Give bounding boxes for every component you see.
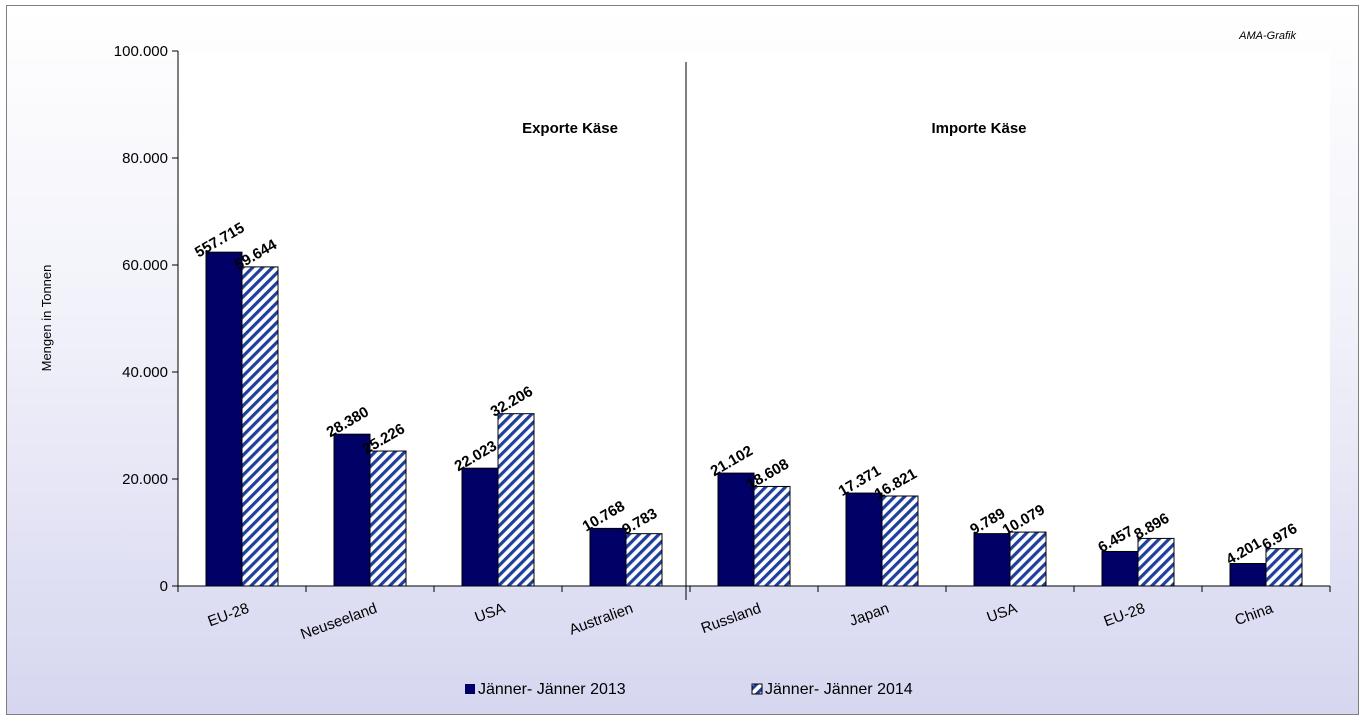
category-label: China [1233,600,1276,630]
y-tick-label: 40.000 [122,364,168,381]
bar-2014 [1265,548,1303,587]
legend-swatch-2014 [751,683,763,695]
bar-2013 [973,533,1011,587]
bar-chart: 0 20.000 40.000 60.000 80.000 100.000 Exporte … [39,30,1331,698]
category-label: Russland [699,600,764,637]
bar-2014 [881,495,919,587]
bar-2013 [589,527,627,587]
bar-2014 [625,533,663,587]
y-tick-label: 0 [160,578,168,595]
y-tick-label: 100.000 [114,43,168,60]
bar-2014 [1009,531,1047,587]
legend-label-2013: Jänner- Jänner 2013 [478,681,626,698]
category-label: EU-28 [1102,600,1148,631]
category-label: USA [473,600,508,627]
category-label: Neuseeland [298,600,379,643]
bar-2014 [753,485,791,587]
bar-2013 [717,472,755,587]
bar-2013 [845,492,883,587]
category-label: EU-28 [206,600,252,631]
y-tick-label: 20.000 [122,471,168,488]
bar-2013 [1101,550,1139,587]
bar-2013 [461,467,499,587]
legend-swatch-2013 [465,684,475,694]
bar-2013 [1229,563,1267,587]
section-title-imports: Importe Käse [931,120,1026,137]
chart-frame: 0 20.000 40.000 60.000 80.000 100.000 Exporte … [6,5,1359,715]
y-tick-label: 80.000 [122,150,168,167]
credit-text: AMA-Grafik [1238,30,1296,42]
bar-2013 [205,251,243,587]
category-label: USA [985,600,1020,627]
bar-2014 [1137,537,1175,587]
category-label: Japan [847,600,891,630]
legend-label-2014: Jänner- Jänner 2014 [765,681,913,698]
bar-2014 [497,413,535,587]
y-axis-label: Mengen in Tonnen [39,265,54,372]
legend: Jänner- Jänner 2013 Jänner- Jänner 2014 [465,681,913,698]
bar-2013 [333,433,371,587]
bar-2014 [241,266,279,587]
bar-2014 [369,450,407,587]
section-title-exports: Exporte Käse [522,120,618,137]
y-tick-label: 60.000 [122,257,168,274]
category-label: Australien [567,600,635,639]
